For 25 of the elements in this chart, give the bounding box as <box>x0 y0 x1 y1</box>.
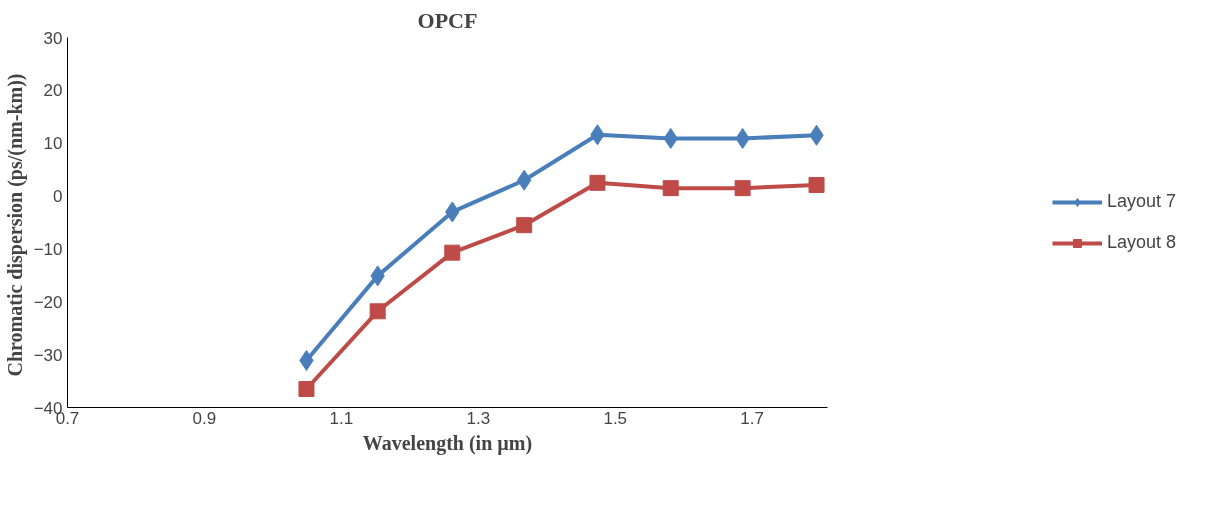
x-tick-label: 1.1 <box>329 408 354 428</box>
x-tick-label: 1.3 <box>466 408 491 428</box>
y-tick-label: −20 <box>33 292 63 312</box>
y-tick-label: −30 <box>33 345 63 365</box>
point <box>662 180 679 197</box>
point <box>589 174 606 191</box>
x-tick-label: 1.7 <box>740 408 765 428</box>
point <box>734 180 751 197</box>
y-tick-label: 0 <box>53 187 63 207</box>
legend-label: Layout 7 <box>1106 191 1177 212</box>
point <box>369 303 386 320</box>
y-tick-label: 20 <box>43 81 63 101</box>
x-axis-title: Wavelength (in µm) <box>362 431 533 455</box>
x-tick-label: 1.5 <box>603 408 628 428</box>
y-axis-title: Chromatic dispersion (ps/(nm-km)) <box>3 73 27 377</box>
y-tick-label: 30 <box>43 28 63 48</box>
y-tick-label: −10 <box>33 239 63 259</box>
y-tick-label: 10 <box>43 134 63 154</box>
x-tick-label: 0.9 <box>192 408 217 428</box>
point <box>298 381 315 397</box>
point <box>516 217 533 234</box>
chart-title: OPCF <box>417 7 478 33</box>
legend-label: Layout 8 <box>1106 232 1177 253</box>
point <box>444 244 461 261</box>
point <box>808 176 825 193</box>
